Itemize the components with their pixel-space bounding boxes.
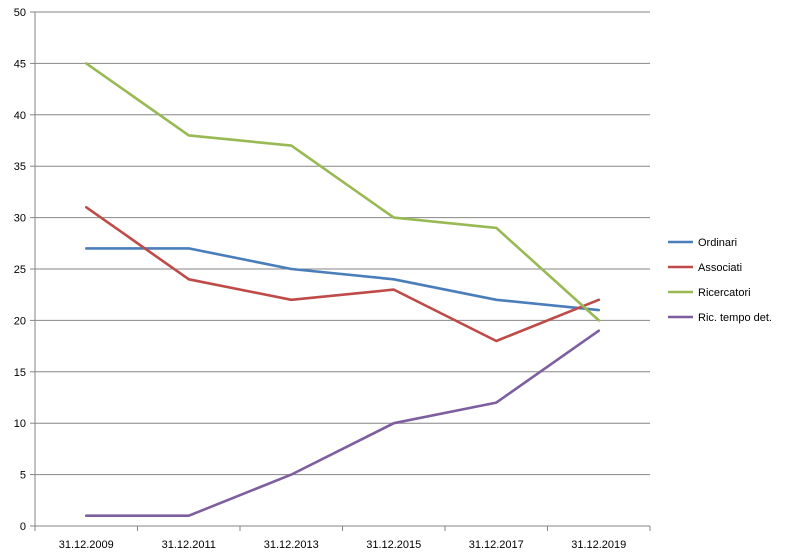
y-tick-label: 5 [20, 470, 26, 482]
series-line-ordinari [85, 247, 601, 312]
legend: Ordinari Associati Ricercatori Ric. tempo d… [668, 237, 772, 324]
series-line-ricercatori [85, 62, 601, 322]
y-tick-label: 15 [14, 367, 26, 379]
x-tick-label: 31.12.2011 [162, 539, 216, 551]
series-lines [85, 62, 601, 518]
y-tick-label: 25 [14, 264, 26, 276]
x-tick-label: 31.12.2015 [366, 539, 421, 551]
legend-label: Ordinari [698, 237, 737, 249]
y-tick-label: 20 [14, 315, 26, 327]
x-tick-label: 31.12.2009 [59, 539, 114, 551]
y-tick-label: 45 [14, 58, 26, 70]
x-tick-label: 31.12.2013 [264, 539, 319, 551]
y-tick-label: 35 [14, 161, 26, 173]
x-axis: 31.12.2009 31.12.2011 31.12.2013 31.12.2015… [34, 525, 651, 551]
y-tick-label: 50 [14, 7, 26, 19]
series-line-ric-tempo-det [85, 329, 601, 518]
y-tick-label: 0 [20, 521, 26, 533]
y-tick-label: 30 [14, 213, 26, 225]
x-tick-label: 31.12.2019 [571, 539, 626, 551]
gridlines [35, 11, 650, 476]
series-line-associati [85, 206, 601, 343]
y-tick-label: 10 [14, 418, 26, 430]
x-tick-label: 31.12.2017 [469, 539, 524, 551]
y-tick-label: 40 [14, 110, 26, 122]
legend-label: Associati [698, 262, 742, 274]
y-axis: 0 5 10 15 20 25 30 35 40 45 50 [14, 7, 36, 533]
legend-label: Ric. tempo det. [698, 312, 772, 324]
legend-label: Ricercatori [698, 287, 751, 299]
